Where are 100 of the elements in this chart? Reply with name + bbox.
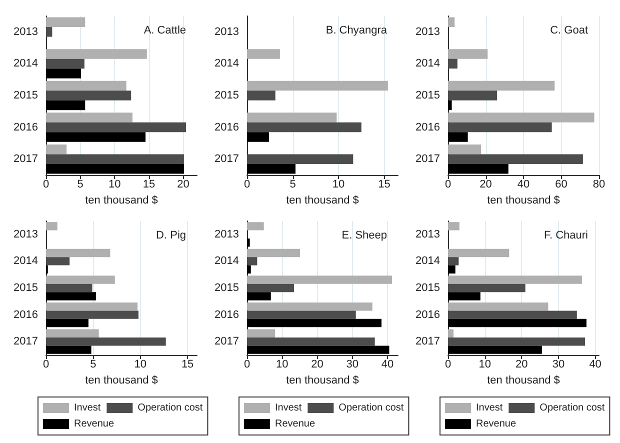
bar [247,346,390,354]
bar [46,318,88,328]
y-tick-label: 2014 [14,58,38,70]
bar [46,144,67,154]
bar [46,292,96,300]
text: C. Goat [550,24,588,36]
bar [247,49,280,59]
y-tick-label: 2015 [214,282,239,294]
y-tick-label: 2016 [14,121,38,134]
x-tick-label: 30 [346,358,358,370]
bar [46,68,82,78]
bar [46,222,58,230]
y-tick-label: 2015 [14,282,38,294]
y-tick-label: 2017 [214,153,239,166]
bar [247,337,375,346]
bar [448,144,482,154]
bar [46,112,132,122]
y-tick-label: 2014 [416,58,440,70]
bar [46,80,126,91]
legend-label: Revenue [275,418,316,430]
bar [448,265,456,274]
bar [448,122,552,132]
bar [46,58,84,69]
bar [448,310,577,319]
y-tick-label: 2013 [14,228,38,240]
x-axis-title: ten thousand $ [487,374,560,386]
legend-label: Operation cost [338,402,404,414]
y-tick-label: 2017 [14,336,38,348]
x-tick-label: 60 [555,178,568,190]
y-tick-label: 2017 [214,336,239,348]
bar [448,248,510,258]
bar [247,276,392,284]
bar [448,284,526,292]
text: D. Pig [156,230,186,242]
x-tick-label: 0 [244,358,250,370]
bar [247,164,296,174]
y-tick-label: 2017 [416,336,440,348]
x-tick-label: 40 [381,358,394,370]
bar [247,122,362,132]
x-tick-label: 0 [444,358,452,370]
bar [46,284,92,292]
x-tick-label: 20 [177,178,190,190]
bar [448,222,460,230]
bar [46,132,146,142]
bar [46,346,92,354]
legend-label: Revenue [74,418,114,430]
x-axis-title: ten thousand $ [286,194,359,206]
bar [247,222,264,230]
x-tick-label: 5 [77,178,84,190]
legend-label: Revenue [476,418,516,430]
bar [46,248,110,258]
bar [46,329,99,338]
x-tick-label: 10 [134,358,146,370]
y-tick-label: 2014 [214,58,239,70]
bar [448,346,542,354]
x-tick-label: 0 [444,178,452,190]
bar [247,132,269,142]
bar [247,310,356,319]
x-tick-label: 15 [378,178,390,190]
bar [448,329,454,338]
x-axis-title: ten thousand $ [487,194,560,206]
bar [448,276,582,284]
y-tick-label: 2013 [416,228,440,240]
x-tick-label: 5 [290,178,296,190]
y-tick-label: 2013 [214,26,239,38]
x-axis-title: ten thousand $ [85,374,158,386]
bar [448,318,586,328]
y-tick-label: 2015 [416,90,440,102]
legend-label: Operation cost [540,402,605,414]
x-tick-label: 40 [589,358,602,370]
bar [46,302,138,311]
x-tick-label: 80 [592,178,606,190]
x-tick-label: 0 [42,358,50,370]
bar [247,329,276,338]
y-tick-label: 2014 [14,255,38,268]
bar [448,292,480,300]
x-tick-label: 10 [332,178,345,190]
y-tick-label: 2013 [416,26,440,38]
x-tick-label: 10 [108,178,121,190]
legend-label: Invest [74,402,101,414]
bar [46,154,184,164]
y-tick-label: 2016 [214,308,239,321]
bar [46,337,166,346]
y-tick-label: 2016 [416,308,440,321]
text: A. Cattle [144,24,186,36]
x-tick-label: 10 [478,358,491,370]
legend-label: Invest [476,402,503,414]
x-tick-label: 20 [516,358,528,370]
bar [247,292,271,300]
y-tick-label: 2013 [14,26,38,38]
x-tick-label: 20 [311,358,324,370]
x-tick-label: 10 [276,358,288,370]
bar [46,49,147,59]
bar [448,154,583,164]
legend-label: Invest [275,402,302,414]
bar [247,238,250,247]
bar [46,164,184,174]
bar [448,337,586,346]
bar [247,80,388,91]
bar [46,27,52,37]
